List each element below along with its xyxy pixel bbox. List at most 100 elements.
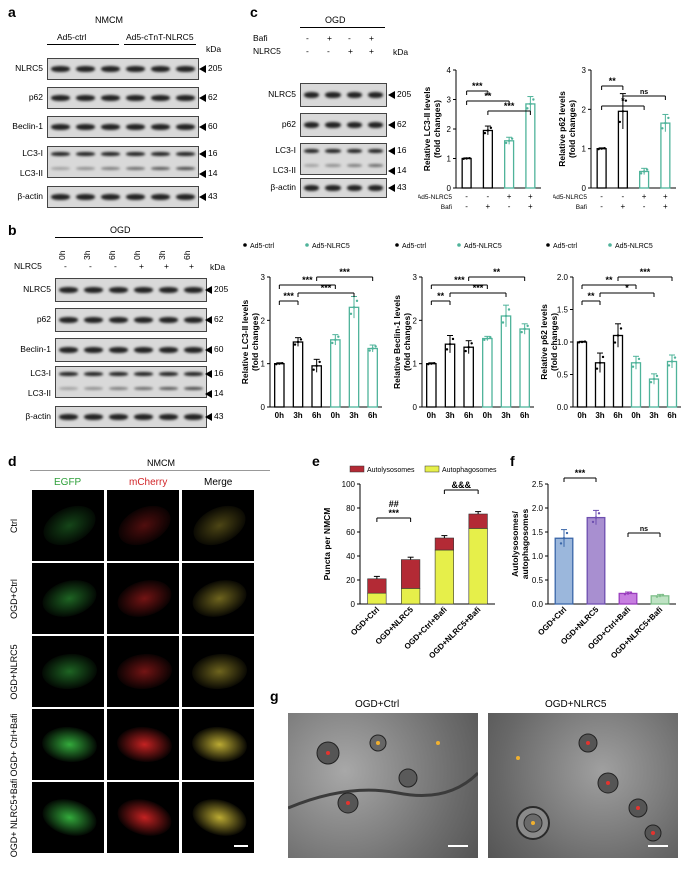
significance-label: *** [321,283,332,293]
c-blot-4 [300,178,387,198]
a-band [101,66,120,72]
c-band [346,92,362,98]
x-tick-label: 3h [445,411,454,420]
a-band [76,66,95,72]
panel-a-group-2: Ad5-cTnT-NLRC5 [126,32,194,42]
a-row-label: LC3-II [19,168,43,178]
data-point [368,349,371,352]
micrograph-r0-c1 [107,490,179,561]
c-band-lc3ii [346,164,362,167]
bar [500,315,512,408]
a-blot-5 [47,186,199,208]
arrow-left-icon [388,166,395,175]
micrograph-r1-c0 [32,563,104,634]
data-point [315,364,318,368]
data-point [667,364,671,367]
significance-label: * [625,283,629,293]
data-point [278,362,281,365]
data-point [532,98,535,101]
data-point [577,341,581,344]
y-tick-label: 1 [447,155,452,164]
y-tick-label: 40 [346,552,355,561]
a-blot-0 [47,58,199,80]
panel-b-nlrc5-sign: + [139,261,144,271]
data-point [318,360,321,364]
y-tick-label: 2 [582,105,587,114]
b-blot-1 [55,308,207,332]
c-row-label: NLRC5 [268,89,296,99]
c-blot-1 [300,113,387,137]
b-row-label: β-actin [25,411,51,421]
data-point [624,99,628,102]
significance-label: *** [472,81,483,91]
c-band [367,149,383,153]
cell-signal [112,498,177,553]
micrograph-r2-c1 [107,636,179,707]
y-tick-label: 80 [346,504,355,513]
a-band [76,95,95,101]
bar [554,537,574,605]
bar [330,339,341,408]
a-band [76,124,95,130]
panel-c-bafi-sign: - [348,33,351,43]
x-tick-label: 3h [293,411,302,420]
significance-label: ** [493,267,501,277]
c-blot-0 [300,83,387,107]
panel-d-row-label-2: OGD+NLRC5 [9,644,19,700]
b-band-lc3ii [159,387,178,390]
y-axis-label: (fold changes) [402,313,412,371]
bar [618,592,638,605]
y-tick-label: 0.5 [532,576,544,585]
data-point [520,330,523,334]
panel-c-nlrc5-label: NLRC5 [253,46,281,56]
b-kda-marker: 60 [205,344,223,354]
significance-label: ns [640,89,648,96]
y-tick-label: 0.0 [557,403,569,412]
y-tick-label: 3 [413,273,418,282]
a-band [101,124,120,130]
micrograph-r4-c0 [32,782,104,853]
x-row-sign: + [528,192,533,201]
arrow-left-icon [205,315,212,324]
data-point [629,591,633,594]
bar [426,363,437,408]
b-band [159,287,178,293]
c-band [325,185,341,191]
stacked-bar-segment [367,592,387,605]
em-image-ogd-ctrl [288,713,478,858]
x-row-sign: + [621,202,626,211]
data-point [355,299,359,303]
cell-signal [187,498,252,553]
data-point [631,365,635,368]
a-band [51,194,70,200]
data-point [467,346,470,349]
a-kda-marker: 14 [199,168,217,178]
c-kda-value: 62 [397,119,407,129]
data-point [430,362,433,365]
a-band [176,194,195,200]
legend-label: Autophagosomes [442,467,497,474]
y-axis-label: (fold changes) [549,313,559,371]
a-band-lc3ii [151,167,170,170]
data-point [649,380,653,384]
x-tick-label: 0h [275,411,284,420]
significance-label: ** [484,91,492,101]
y-tick-label: 0.5 [557,371,569,380]
data-point [655,374,659,378]
b-band [84,347,103,353]
arrow-left-icon [205,285,212,294]
chart-c-lc3: 0 1 2 3 4 Relative LC3-II levels (fold changes… [418,66,541,211]
y-tick-label: 1.5 [557,306,569,315]
c-band-lc3ii [304,164,320,167]
data-point [374,345,377,348]
legend-marker [305,243,309,247]
bar [444,343,456,408]
bar [525,103,536,189]
bar [504,140,515,189]
b-kda-value: 14 [214,388,224,398]
micrograph-r1-c1 [107,563,179,634]
bar [463,346,474,408]
c-kda-marker: 16 [388,145,406,155]
significance-label: &&& [452,480,472,490]
arrow-left-icon [199,93,206,102]
